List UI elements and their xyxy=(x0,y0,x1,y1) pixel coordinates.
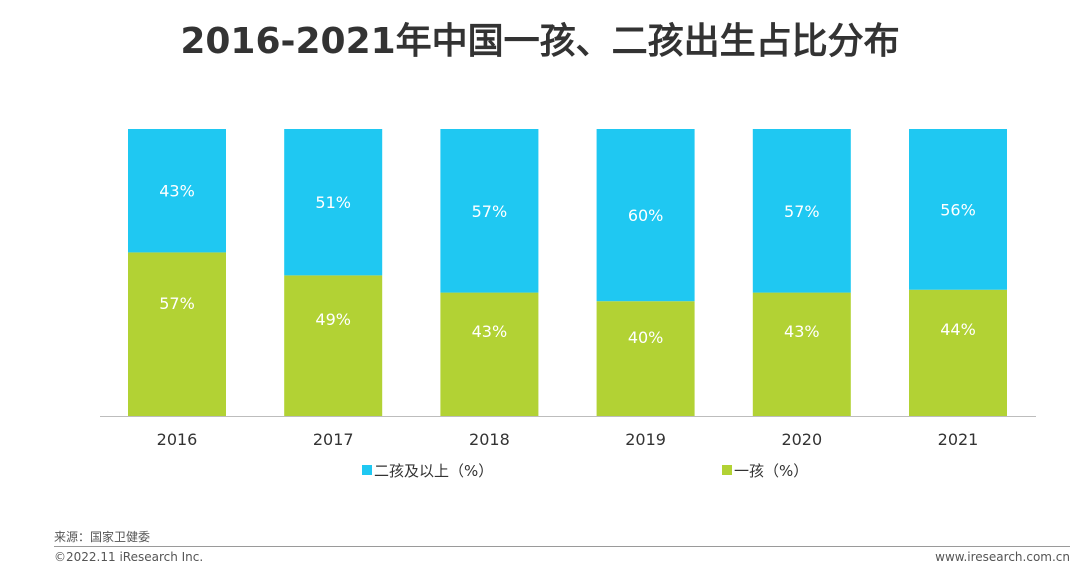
label-first-child-2018: 43% xyxy=(472,322,508,341)
bar-second-child-2021 xyxy=(909,129,1007,290)
bar-second-child-2016 xyxy=(128,129,226,253)
bar-first-child-2017 xyxy=(284,275,383,416)
bar-second-child-2020 xyxy=(752,129,851,293)
chart-title: 2016-2021年中国一孩、二孩出生占比分布 xyxy=(180,21,900,62)
legend-swatch-second-child xyxy=(362,465,372,475)
bar-first-child-2021 xyxy=(909,289,1007,416)
label-second-child-2017: 51% xyxy=(315,193,351,212)
label-first-child-2016: 57% xyxy=(159,294,195,313)
x-tick-label-2017: 2017 xyxy=(313,430,354,449)
bar-second-child-2019 xyxy=(596,129,695,302)
bar-first-child-2020 xyxy=(752,292,851,416)
legend-label-first-child: 一孩（%） xyxy=(734,462,808,480)
x-tick-label-2020: 2020 xyxy=(781,430,822,449)
bar-first-child-2016 xyxy=(128,252,226,416)
x-tick-label-2021: 2021 xyxy=(938,430,979,449)
label-second-child-2019: 60% xyxy=(628,206,664,225)
bar-first-child-2018 xyxy=(440,292,539,416)
legend-swatch-first-child xyxy=(722,465,732,475)
bar-second-child-2017 xyxy=(284,129,383,276)
label-second-child-2021: 56% xyxy=(940,200,976,219)
footer-divider xyxy=(54,546,1070,547)
source-note: 来源：国家卫健委 xyxy=(54,530,151,544)
x-tick-label-2018: 2018 xyxy=(469,430,510,449)
label-second-child-2018: 57% xyxy=(472,202,508,221)
bar-second-child-2018 xyxy=(440,129,539,293)
label-first-child-2017: 49% xyxy=(315,310,351,329)
legend-label-second-child: 二孩及以上（%） xyxy=(374,462,493,480)
label-first-child-2021: 44% xyxy=(940,320,976,339)
x-tick-label-2016: 2016 xyxy=(157,430,198,449)
stacked-bar-chart: 57% 43% 2016 49% 51% 2017 43% 57% 2018 40% 60% 2019… xyxy=(100,129,1036,480)
copyright-text: ©2022.11 iResearch Inc. xyxy=(54,550,204,564)
label-second-child-2020: 57% xyxy=(784,202,820,221)
bar-first-child-2019 xyxy=(596,301,695,416)
website-link[interactable]: www.iresearch.com.cn xyxy=(935,550,1070,564)
label-first-child-2020: 43% xyxy=(784,322,820,341)
label-second-child-2016: 43% xyxy=(159,182,195,201)
label-first-child-2019: 40% xyxy=(628,328,664,347)
x-tick-label-2019: 2019 xyxy=(625,430,666,449)
